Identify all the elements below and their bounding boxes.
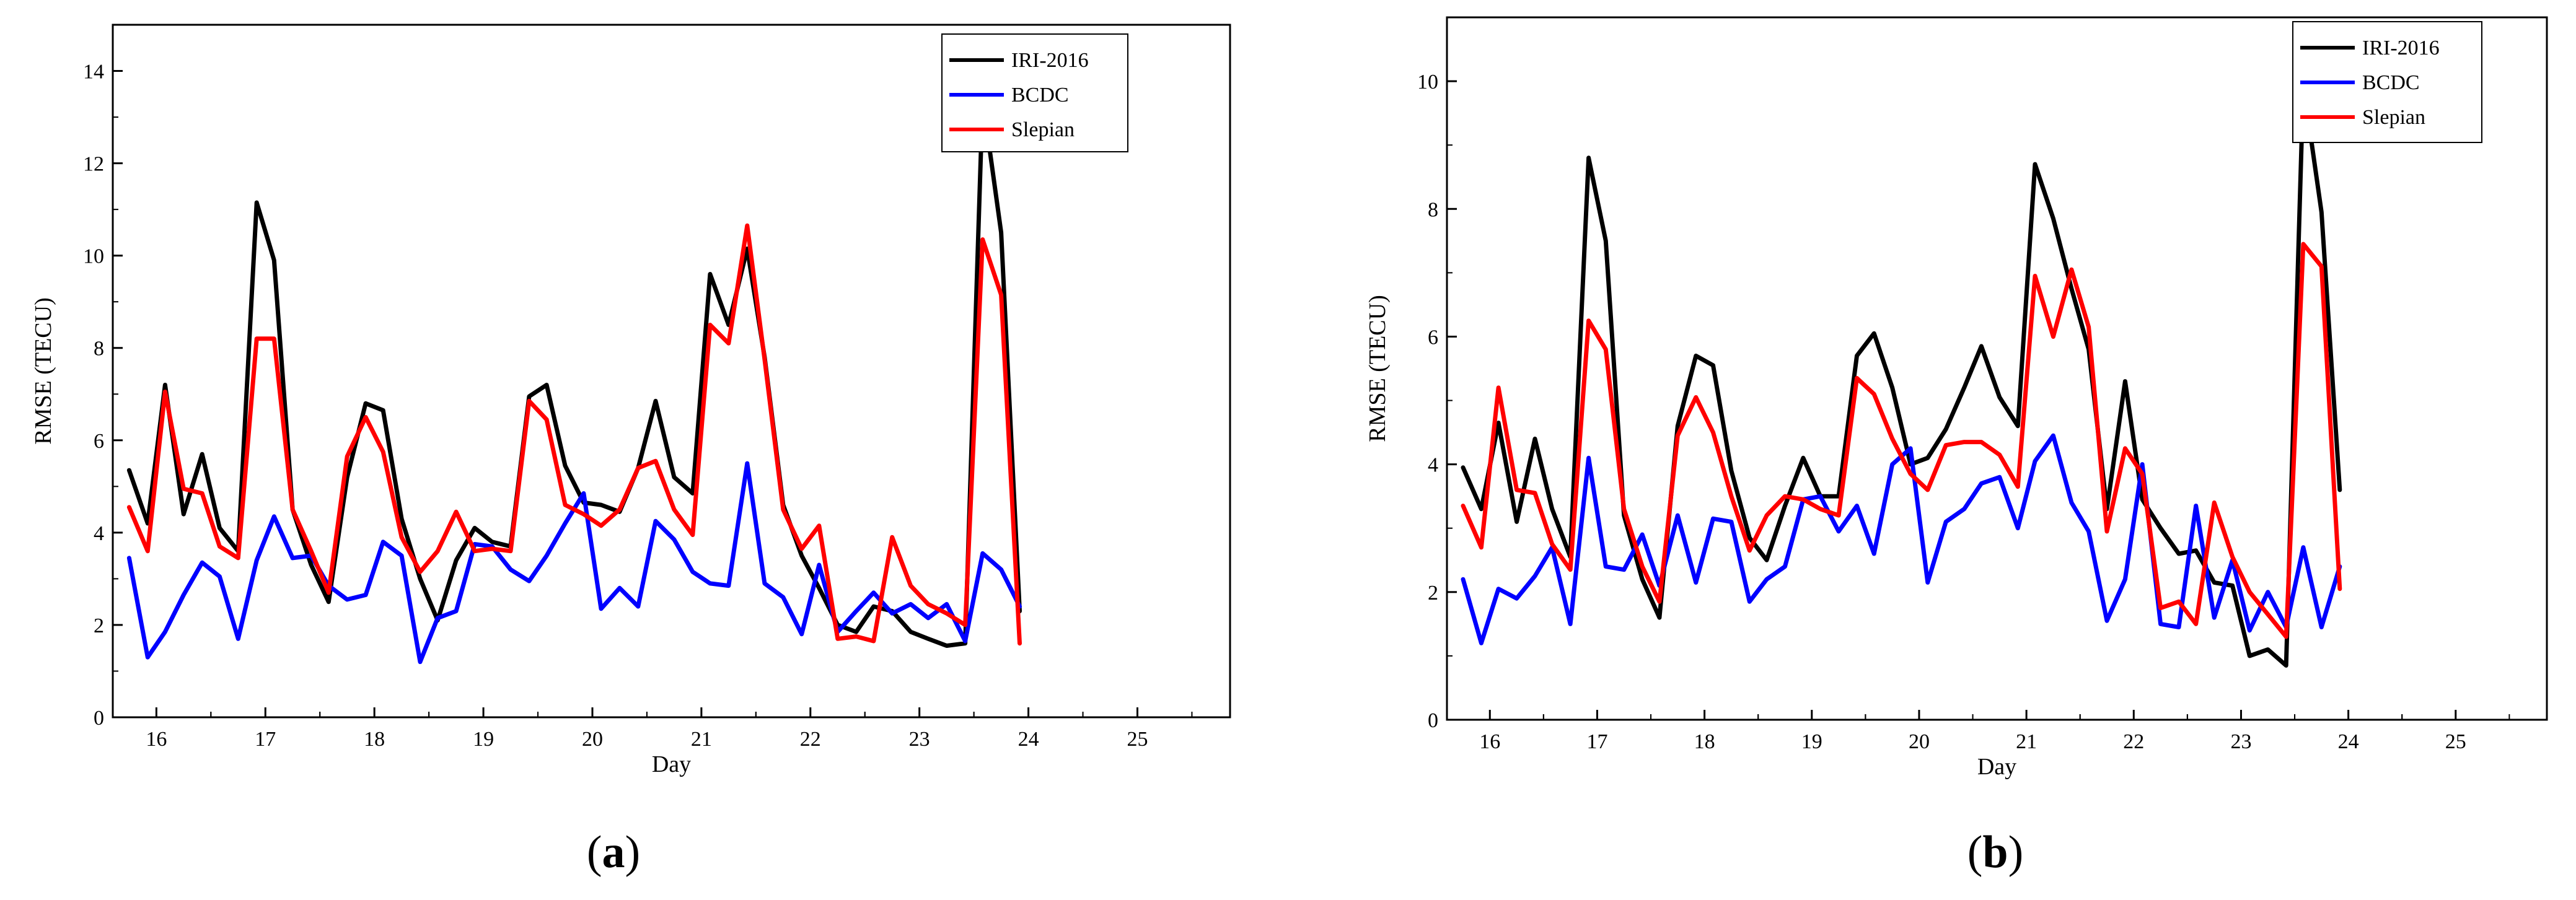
panel-label-a: (a) (587, 827, 640, 878)
x-tick-label: 25 (1127, 728, 1148, 751)
x-tick-label: 21 (691, 728, 712, 751)
panel-letter-a: a (602, 827, 625, 878)
y-tick-label: 6 (94, 430, 104, 453)
y-tick-label: 12 (83, 153, 104, 176)
y-tick-label: 6 (1428, 326, 1438, 349)
series-line-iri-2016 (1461, 82, 2342, 668)
x-tick-label: 24 (1018, 728, 1039, 751)
series-lines-b (1461, 82, 2342, 668)
legend-label-slepian-b: Slepian (2362, 106, 2425, 129)
series-line-slepian (1461, 242, 2342, 639)
y-tick-label: 8 (94, 338, 104, 360)
y-tick-label: 10 (1417, 71, 1438, 94)
x-tick-label: 20 (1909, 730, 1930, 753)
legend-label-iri-a: IRI-2016 (1011, 49, 1089, 72)
legend-label-bcdc-b: BCDC (2362, 71, 2420, 94)
x-tick-label: 16 (1479, 730, 1500, 753)
y-axis-title-a: RMSE (TECU) (30, 297, 56, 445)
x-tick-label: 17 (255, 728, 276, 751)
x-tick-label: 22 (800, 728, 821, 751)
series-line-iri-2016 (126, 96, 1022, 648)
x-axis-title-a: Day (652, 751, 691, 777)
x-tick-label: 18 (1694, 730, 1715, 753)
y-tick-label: 2 (1428, 582, 1438, 605)
x-tick-label: 23 (2230, 730, 2251, 753)
plot-frame-b (1446, 16, 2548, 721)
legend-b: IRI-2016 BCDC Slepian (2292, 21, 2482, 143)
legend-entry-slepian-b: Slepian (2300, 106, 2425, 129)
y-tick-label: 0 (94, 707, 104, 730)
x-tick-label: 22 (2123, 730, 2144, 753)
y-tick-label: 10 (83, 245, 104, 268)
legend-label-slepian-a: Slepian (1011, 118, 1075, 141)
series-line-slepian (126, 223, 1022, 646)
legend-entry-iri-a: IRI-2016 (949, 49, 1089, 72)
legend-entry-slepian-a: Slepian (949, 118, 1075, 141)
series-lines-a (126, 96, 1022, 665)
x-tick-label: 23 (909, 728, 930, 751)
y-tick-label: 4 (94, 522, 104, 545)
y-tick-label: 2 (94, 614, 104, 637)
legend-label-bcdc-a: BCDC (1011, 84, 1069, 107)
x-tick-label: 19 (1801, 730, 1822, 753)
x-tick-label: 16 (146, 728, 167, 751)
legend-entry-bcdc-a: BCDC (949, 84, 1069, 107)
x-tick-label: 25 (2445, 730, 2466, 753)
legend-entry-iri-b: IRI-2016 (2300, 37, 2440, 59)
x-tick-label: 18 (364, 728, 385, 751)
legend-entry-bcdc-b: BCDC (2300, 71, 2420, 94)
y-axis-title-b: RMSE (TECU) (1365, 295, 1391, 442)
x-tick-label: 20 (582, 728, 603, 751)
x-axis-title-b: Day (1977, 754, 2016, 780)
y-tick-label: 14 (83, 61, 104, 84)
legend-label-iri-b: IRI-2016 (2362, 37, 2440, 59)
x-tick-label: 19 (473, 728, 494, 751)
y-tick-label: 4 (1428, 454, 1438, 477)
panel-label-b: (b) (1967, 827, 2023, 878)
panel-letter-b: b (1982, 827, 2008, 878)
x-tick-label: 17 (1586, 730, 1607, 753)
y-tick-label: 0 (1428, 709, 1438, 732)
x-tick-label: 21 (2016, 730, 2037, 753)
y-tick-label: 8 (1428, 198, 1438, 221)
plot-frame-a (112, 24, 1231, 719)
legend-a: IRI-2016 BCDC Slepian (941, 33, 1128, 152)
x-tick-label: 24 (2338, 730, 2359, 753)
